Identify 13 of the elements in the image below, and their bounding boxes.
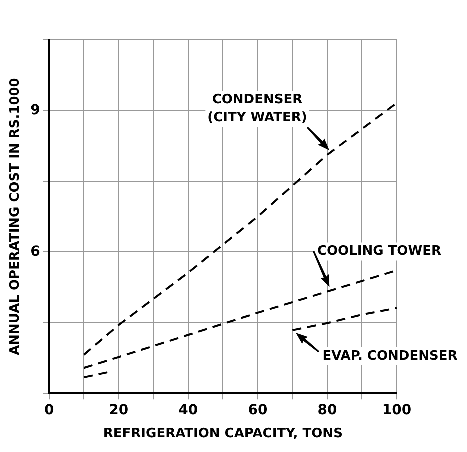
series-label: EVAP. CONDENSER xyxy=(322,348,458,364)
series-label: COOLING TOWER xyxy=(317,244,442,260)
y-tick-label: 9 xyxy=(30,102,40,118)
x-tick-label: 80 xyxy=(318,402,338,419)
x-tick-label: 40 xyxy=(178,402,198,419)
x-tick-label: 0 xyxy=(44,402,54,419)
y-axis-title: ANNUAL OPERATING COST IN RS.1000 xyxy=(8,78,24,356)
y-tick-label: 6 xyxy=(30,244,40,260)
x-tick-label: 60 xyxy=(248,402,268,419)
x-axis-title: REFRIGERATION CAPACITY, TONS xyxy=(103,426,343,442)
x-tick-label: 20 xyxy=(109,402,129,419)
x-tick-label: 100 xyxy=(382,402,412,419)
text: CONDENSER (CITY WATER) xyxy=(208,92,308,126)
